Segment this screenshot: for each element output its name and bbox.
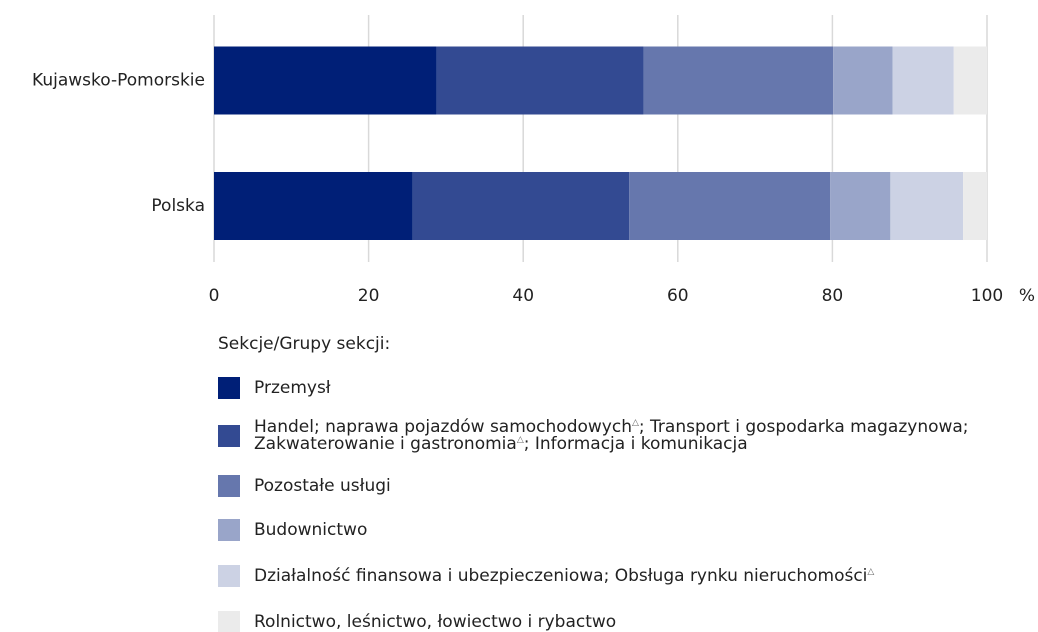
legend-item: Przemysł <box>218 377 974 399</box>
bar-segment <box>830 172 891 240</box>
legend-label: Rolnictwo, leśnictwo, łowiectwo i rybact… <box>254 611 617 632</box>
bar-segment <box>412 172 630 240</box>
y-tick-label: Kujawsko-Pomorskie <box>32 71 205 91</box>
legend-item: Handel; naprawa pojazdów samochodowych△;… <box>218 419 974 453</box>
bar-segment <box>629 172 831 240</box>
legend-swatch <box>218 611 240 632</box>
legend-item: Działalność finansowa i ubezpieczeniowa;… <box>218 565 974 587</box>
y-tick-label: Polska <box>151 196 205 216</box>
x-unit: % <box>1019 286 1035 306</box>
x-tick-label: 80 <box>822 286 844 306</box>
x-tick-label: 40 <box>512 286 534 306</box>
legend-swatch <box>218 475 240 497</box>
legend-item: Pozostałe usługi <box>218 475 974 497</box>
bar-segment <box>643 46 834 115</box>
bar-segment <box>214 172 413 240</box>
chart: % 0 20 40 60 80 100 Kujawsko-Pomorskie Polska <box>32 15 1035 306</box>
x-tick-label: 20 <box>358 286 380 306</box>
legend-title: Sekcje/Grupy sekcji: <box>218 334 391 354</box>
bar-segment <box>833 46 893 115</box>
legend-label: Handel; naprawa pojazdów samochodowych△;… <box>254 417 969 454</box>
x-tick-label: 100 <box>971 286 1003 306</box>
legend-swatch <box>218 519 240 541</box>
legend-label: Działalność finansowa i ubezpieczeniowa;… <box>254 565 875 586</box>
legend-label: Budownictwo <box>254 519 368 540</box>
legend-label: Przemysł <box>254 377 331 398</box>
bar-segment <box>892 46 954 115</box>
legend-swatch <box>218 565 240 587</box>
legend-label: Pozostałe usługi <box>254 475 391 496</box>
bar-segment <box>963 172 987 240</box>
bar-segment <box>436 46 644 115</box>
bar-segment <box>214 46 437 115</box>
bar-segment <box>890 172 964 240</box>
x-tick-label: 60 <box>667 286 689 306</box>
legend-item: Budownictwo <box>218 519 974 541</box>
x-tick-label: 0 <box>209 286 220 306</box>
legend-swatch <box>218 377 240 399</box>
legend-item: Rolnictwo, leśnictwo, łowiectwo i rybact… <box>218 611 974 632</box>
legend-swatch <box>218 425 240 447</box>
bar-segment <box>953 46 987 115</box>
